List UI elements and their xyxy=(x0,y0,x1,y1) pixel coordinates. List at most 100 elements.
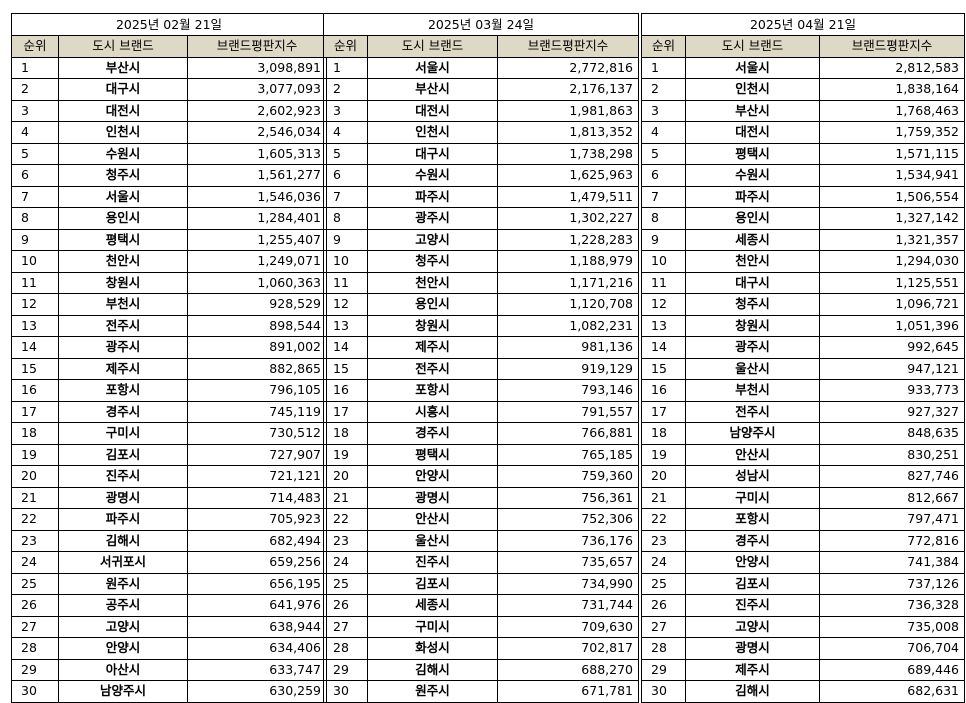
table-row: 4 인천시 2,546,034 xyxy=(11,121,327,144)
score-cell: 709,630 xyxy=(497,615,639,638)
column-header: 브랜드평판지수 xyxy=(819,35,965,58)
score-cell: 1,120,708 xyxy=(497,293,639,316)
city-cell: 남양주시 xyxy=(685,422,820,445)
city-cell: 성남시 xyxy=(685,465,820,488)
table-row: 16 포항시 793,146 xyxy=(323,379,639,402)
table-row: 12 청주시 1,096,721 xyxy=(641,293,965,316)
city-cell: 전주시 xyxy=(367,357,498,380)
score-cell: 736,328 xyxy=(819,594,965,617)
table-row: 5 대구시 1,738,298 xyxy=(323,142,639,165)
score-cell: 714,483 xyxy=(187,486,327,509)
table-row: 15 전주시 919,129 xyxy=(323,357,639,380)
city-cell: 안양시 xyxy=(685,551,820,574)
rank-cell: 9 xyxy=(641,228,686,251)
table-date: 2025년 04월 21일 xyxy=(641,13,965,36)
rank-cell: 15 xyxy=(11,357,59,380)
city-cell: 부천시 xyxy=(685,379,820,402)
rank-cell: 17 xyxy=(11,400,59,423)
table-row: 20 진주시 721,121 xyxy=(11,465,327,488)
table-row: 12 용인시 1,120,708 xyxy=(323,293,639,316)
rank-cell: 23 xyxy=(641,529,686,552)
city-cell: 김해시 xyxy=(58,529,188,552)
score-cell: 756,361 xyxy=(497,486,639,509)
column-header: 순위 xyxy=(11,35,59,58)
score-cell: 688,270 xyxy=(497,658,639,681)
score-cell: 1,981,863 xyxy=(497,99,639,122)
city-cell: 안산시 xyxy=(685,443,820,466)
rank-cell: 6 xyxy=(323,164,368,187)
rank-cell: 17 xyxy=(641,400,686,423)
city-cell: 울산시 xyxy=(367,529,498,552)
table-row: 18 구미시 730,512 xyxy=(11,422,327,445)
city-cell: 김포시 xyxy=(367,572,498,595)
table-row: 27 구미시 709,630 xyxy=(323,615,639,638)
score-cell: 638,944 xyxy=(187,615,327,638)
table-row: 28 화성시 702,817 xyxy=(323,637,639,660)
score-cell: 1,738,298 xyxy=(497,142,639,165)
score-cell: 830,251 xyxy=(819,443,965,466)
score-cell: 1,571,115 xyxy=(819,142,965,165)
table-row: 29 제주시 689,446 xyxy=(641,658,965,681)
score-cell: 730,512 xyxy=(187,422,327,445)
city-cell: 용인시 xyxy=(685,207,820,230)
table-row: 3 대전시 2,602,923 xyxy=(11,99,327,122)
rank-cell: 20 xyxy=(323,465,368,488)
score-cell: 634,406 xyxy=(187,637,327,660)
city-cell: 고양시 xyxy=(58,615,188,638)
city-cell: 대구시 xyxy=(685,271,820,294)
city-cell: 인천시 xyxy=(367,121,498,144)
rank-cell: 16 xyxy=(323,379,368,402)
city-cell: 김포시 xyxy=(58,443,188,466)
city-cell: 구미시 xyxy=(58,422,188,445)
score-cell: 766,881 xyxy=(497,422,639,445)
score-cell: 682,631 xyxy=(819,680,965,703)
city-cell: 서울시 xyxy=(58,185,188,208)
score-cell: 3,077,093 xyxy=(187,78,327,101)
score-cell: 1,327,142 xyxy=(819,207,965,230)
city-cell: 제주시 xyxy=(685,658,820,681)
score-cell: 727,907 xyxy=(187,443,327,466)
table-row: 9 평택시 1,255,407 xyxy=(11,228,327,251)
table-row: 1 서울시 2,812,583 xyxy=(641,56,965,79)
table-row: 5 평택시 1,571,115 xyxy=(641,142,965,165)
score-cell: 793,146 xyxy=(497,379,639,402)
score-cell: 1,546,036 xyxy=(187,185,327,208)
rank-cell: 16 xyxy=(641,379,686,402)
table-row: 16 부천시 933,773 xyxy=(641,379,965,402)
table-row: 25 김포시 734,990 xyxy=(323,572,639,595)
table-row: 5 수원시 1,605,313 xyxy=(11,142,327,165)
table-row: 2 부산시 2,176,137 xyxy=(323,78,639,101)
score-cell: 765,185 xyxy=(497,443,639,466)
city-cell: 파주시 xyxy=(367,185,498,208)
city-cell: 구미시 xyxy=(367,615,498,638)
rank-cell: 16 xyxy=(11,379,59,402)
score-cell: 2,546,034 xyxy=(187,121,327,144)
table-row: 22 안산시 752,306 xyxy=(323,508,639,531)
city-cell: 안양시 xyxy=(367,465,498,488)
score-cell: 981,136 xyxy=(497,336,639,359)
score-cell: 745,119 xyxy=(187,400,327,423)
table-row: 12 부천시 928,529 xyxy=(11,293,327,316)
table-row: 28 광명시 706,704 xyxy=(641,637,965,660)
city-cell: 경주시 xyxy=(685,529,820,552)
city-cell: 전주시 xyxy=(58,314,188,337)
score-cell: 1,294,030 xyxy=(819,250,965,273)
score-cell: 1,302,227 xyxy=(497,207,639,230)
rank-cell: 12 xyxy=(641,293,686,316)
score-cell: 1,321,357 xyxy=(819,228,965,251)
score-cell: 1,171,216 xyxy=(497,271,639,294)
city-cell: 대구시 xyxy=(367,142,498,165)
table-row: 2 대구시 3,077,093 xyxy=(11,78,327,101)
rank-cell: 9 xyxy=(11,228,59,251)
table-row: 8 광주시 1,302,227 xyxy=(323,207,639,230)
table-row: 16 포항시 796,105 xyxy=(11,379,327,402)
table-row: 6 수원시 1,625,963 xyxy=(323,164,639,187)
table-row: 3 부산시 1,768,463 xyxy=(641,99,965,122)
column-header: 도시 브랜드 xyxy=(685,35,820,58)
city-cell: 제주시 xyxy=(367,336,498,359)
city-cell: 포항시 xyxy=(367,379,498,402)
table-date: 2025년 03월 24일 xyxy=(323,13,639,36)
rank-cell: 5 xyxy=(11,142,59,165)
city-cell: 인천시 xyxy=(58,121,188,144)
city-cell: 창원시 xyxy=(685,314,820,337)
